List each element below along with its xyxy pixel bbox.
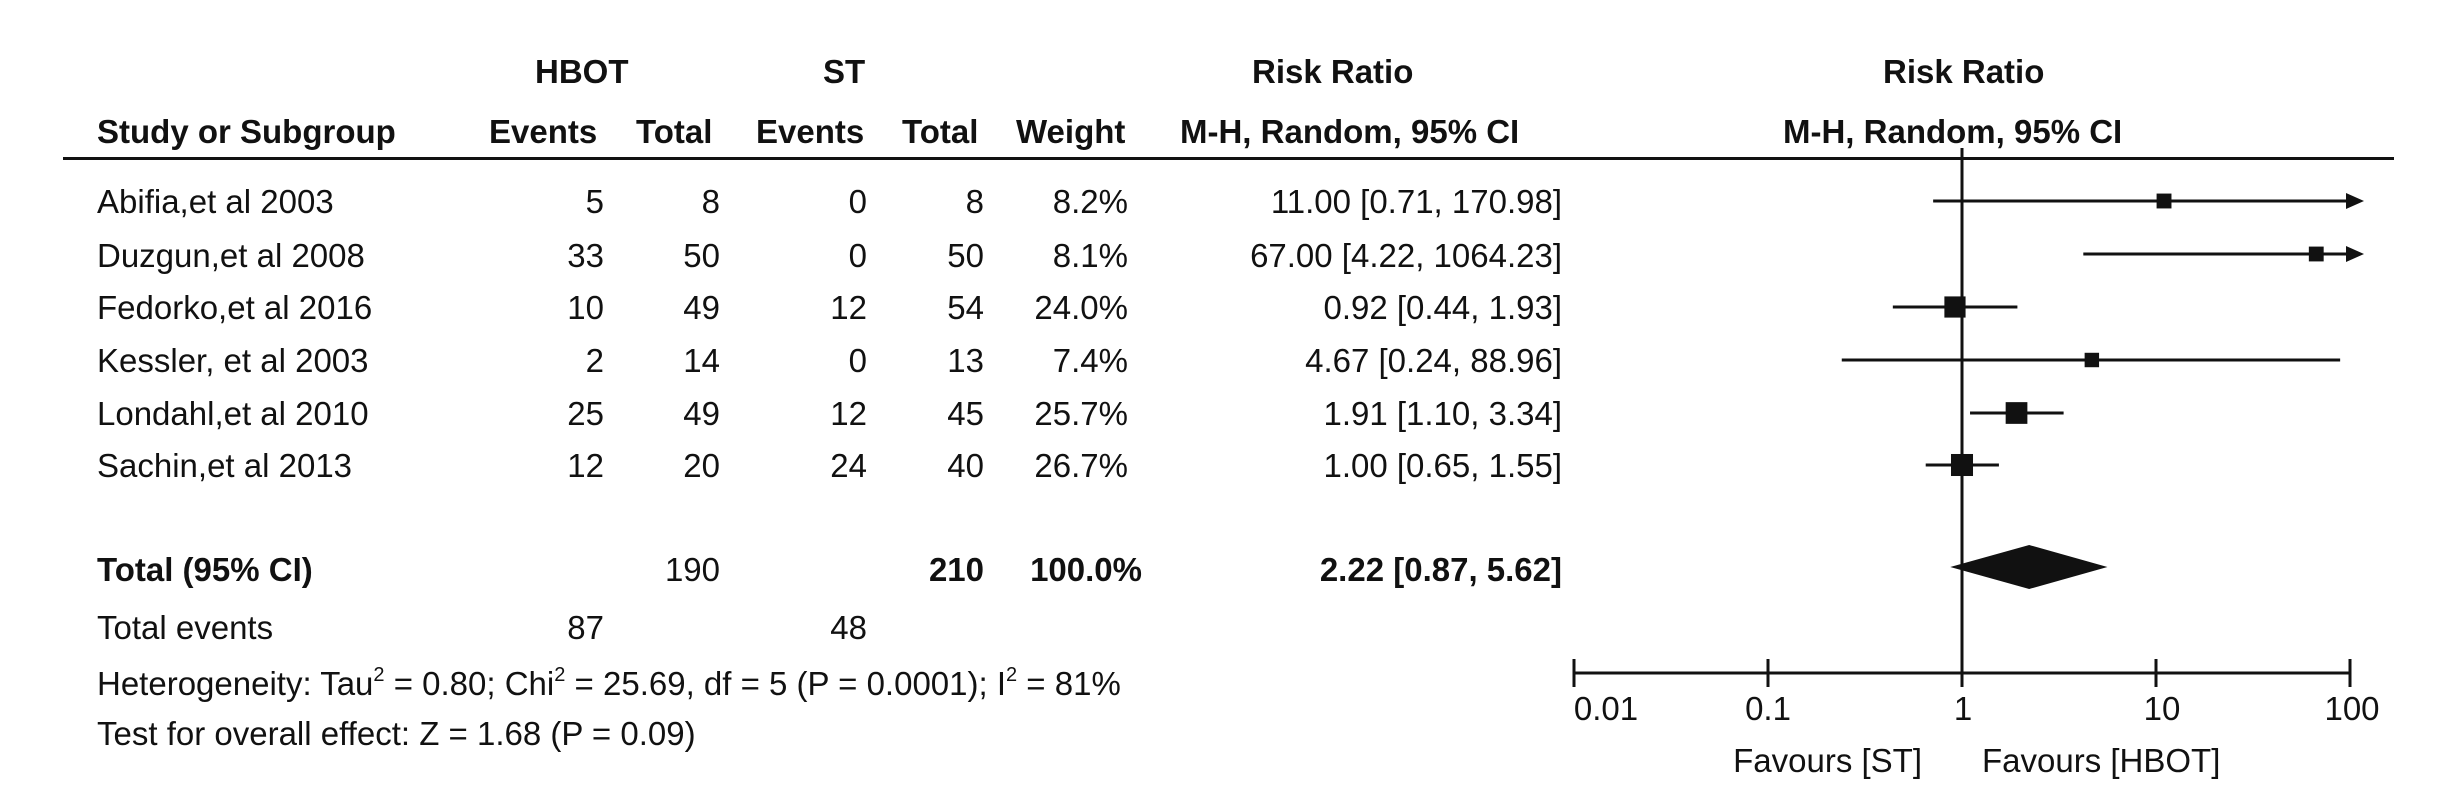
st-events: 0 — [848, 342, 867, 379]
weight-header: Weight — [1016, 113, 1126, 150]
hbot-total: 20 — [683, 447, 720, 484]
pooled-risk-ratio: 2.22 [0.87, 5.62] — [1319, 551, 1562, 588]
st-events: 24 — [830, 447, 867, 484]
total-weight: 100.0% — [1030, 551, 1142, 588]
hbot-total-header: Total — [636, 113, 713, 150]
study-risk-ratio: 1.00 [0.65, 1.55] — [1323, 447, 1562, 484]
st-total: 54 — [947, 289, 984, 326]
st-total: 40 — [947, 447, 984, 484]
tick-label: 0.1 — [1745, 690, 1791, 727]
st-events: 12 — [830, 289, 867, 326]
study-weight: 25.7% — [1034, 395, 1128, 432]
hbot-events: 5 — [585, 183, 604, 220]
ci-arrow-right — [2346, 246, 2364, 262]
plot-risk-ratio-header: Risk Ratio — [1883, 53, 2045, 90]
study-weight: 26.7% — [1034, 447, 1128, 484]
st-total: 45 — [947, 395, 984, 432]
hbot-events: 2 — [585, 342, 604, 379]
hbot-total: 49 — [683, 395, 720, 432]
study-risk-ratio: 0.92 [0.44, 1.93] — [1323, 289, 1562, 326]
overall-effect-test: Test for overall effect: Z = 1.68 (P = 0… — [97, 715, 696, 752]
st-events: 12 — [830, 395, 867, 432]
tick-label: 100 — [2324, 690, 2379, 727]
favours-st-label: Favours [ST] — [1733, 742, 1922, 779]
study-name: Duzgun,et al 2008 — [97, 237, 365, 274]
st-events: 0 — [848, 237, 867, 274]
st-total: 50 — [947, 237, 984, 274]
study-name: Sachin,et al 2013 — [97, 447, 353, 484]
hbot-total: 49 — [683, 289, 720, 326]
study-column-header: Study or Subgroup — [97, 113, 396, 150]
hbot-total: 8 — [701, 183, 720, 220]
hbot-events-header: Events — [489, 113, 598, 150]
hbot-group-header: HBOT — [535, 53, 629, 90]
st-total: 8 — [965, 183, 984, 220]
tick-label: 1 — [1954, 690, 1972, 727]
st-total: 13 — [947, 342, 984, 379]
tick-label: 10 — [2144, 690, 2181, 727]
risk-ratio-method-header: M-H, Random, 95% CI — [1180, 113, 1520, 150]
st-total-header: Total — [902, 113, 979, 150]
study-risk-ratio: 67.00 [4.22, 1064.23] — [1250, 237, 1562, 274]
total-events-label: Total events — [97, 609, 274, 646]
hbot-total-participants: 190 — [664, 551, 720, 588]
favours-hbot-label: Favours [HBOT] — [1982, 742, 2220, 779]
study-weight: 7.4% — [1052, 342, 1128, 379]
study-risk-ratio: 4.67 [0.24, 88.96] — [1305, 342, 1562, 379]
st-total-events: 48 — [830, 609, 867, 646]
study-risk-ratio: 1.91 [1.10, 3.34] — [1323, 395, 1562, 432]
study-risk-ratio: 11.00 [0.71, 170.98] — [1270, 183, 1562, 220]
hbot-total: 50 — [683, 237, 720, 274]
hbot-events: 33 — [567, 237, 604, 274]
study-weight: 24.0% — [1034, 289, 1128, 326]
study-weight: 8.2% — [1052, 183, 1128, 220]
st-total-participants: 210 — [928, 551, 984, 588]
study-name: Fedorko,et al 2016 — [97, 289, 373, 326]
study-name: Abifia,et al 2003 — [97, 183, 334, 220]
st-events: 0 — [848, 183, 867, 220]
hbot-events: 12 — [567, 447, 604, 484]
study-name: Kessler, et al 2003 — [97, 342, 369, 379]
st-group-header: ST — [823, 53, 866, 90]
st-events-header: Events — [756, 113, 865, 150]
pooled-estimate-diamond — [1950, 545, 2108, 589]
study-point-estimate — [2156, 193, 2172, 209]
study-point-estimate — [2084, 352, 2100, 368]
ci-arrow-right — [2346, 193, 2364, 209]
hbot-events: 25 — [567, 395, 604, 432]
study-weight: 8.1% — [1052, 237, 1128, 274]
heterogeneity-statistics: Heterogeneity: Tau2 = 0.80; Chi2 = 25.69… — [97, 664, 1121, 702]
hbot-total-events: 87 — [567, 609, 604, 646]
study-point-estimate — [2308, 246, 2324, 262]
study-point-estimate — [1950, 453, 1974, 477]
study-name: Londahl,et al 2010 — [97, 395, 369, 432]
risk-ratio-header: Risk Ratio — [1252, 53, 1414, 90]
tick-label: 0.01 — [1574, 690, 1638, 727]
total-label: Total (95% CI) — [97, 551, 313, 588]
hbot-total: 14 — [683, 342, 720, 379]
study-point-estimate — [1944, 296, 1966, 318]
header-rule — [63, 157, 2394, 160]
hbot-events: 10 — [567, 289, 604, 326]
study-point-estimate — [2005, 402, 2028, 424]
plot-method-header: M-H, Random, 95% CI — [1783, 113, 2123, 150]
